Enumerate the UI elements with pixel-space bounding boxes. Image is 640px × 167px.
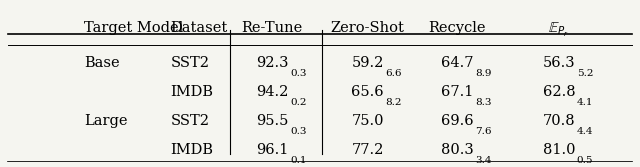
Text: Large: Large (84, 114, 128, 128)
Text: 0.1: 0.1 (290, 156, 307, 165)
Text: 4.1: 4.1 (577, 98, 593, 107)
Text: 6.6: 6.6 (386, 69, 402, 78)
Text: 0.5: 0.5 (577, 156, 593, 165)
Text: 8.9: 8.9 (475, 69, 492, 78)
Text: Zero-Shot: Zero-Shot (331, 21, 404, 35)
Text: IMDB: IMDB (170, 85, 213, 99)
Text: 65.6: 65.6 (351, 85, 384, 99)
Text: SST2: SST2 (170, 56, 209, 70)
Text: 3.4: 3.4 (475, 156, 492, 165)
Text: 7.6: 7.6 (475, 127, 492, 136)
Text: 96.1: 96.1 (256, 142, 289, 156)
Text: IMDB: IMDB (170, 142, 213, 156)
Text: 80.3: 80.3 (440, 142, 474, 156)
Text: 5.2: 5.2 (577, 69, 593, 78)
Text: 59.2: 59.2 (351, 56, 384, 70)
Text: 70.8: 70.8 (543, 114, 575, 128)
Text: $\mathbb{E}_{P_r}$: $\mathbb{E}_{P_r}$ (548, 21, 570, 39)
Text: 64.7: 64.7 (441, 56, 473, 70)
Text: 8.2: 8.2 (386, 98, 402, 107)
Text: 67.1: 67.1 (441, 85, 473, 99)
Text: Recycle: Recycle (428, 21, 486, 35)
Text: 92.3: 92.3 (256, 56, 289, 70)
Text: 95.5: 95.5 (256, 114, 289, 128)
Text: Re-Tune: Re-Tune (241, 21, 303, 35)
Text: 0.2: 0.2 (290, 98, 307, 107)
Text: Base: Base (84, 56, 120, 70)
Text: 62.8: 62.8 (543, 85, 575, 99)
Text: 56.3: 56.3 (543, 56, 575, 70)
Text: 77.2: 77.2 (351, 142, 384, 156)
Text: 69.6: 69.6 (441, 114, 474, 128)
Text: 4.4: 4.4 (577, 127, 593, 136)
Text: 75.0: 75.0 (351, 114, 384, 128)
Text: Target Model: Target Model (84, 21, 184, 35)
Text: 8.3: 8.3 (475, 98, 492, 107)
Text: 0.3: 0.3 (290, 69, 307, 78)
Text: Dataset: Dataset (170, 21, 227, 35)
Text: 94.2: 94.2 (256, 85, 289, 99)
Text: SST2: SST2 (170, 114, 209, 128)
Text: 81.0: 81.0 (543, 142, 575, 156)
Text: 0.3: 0.3 (290, 127, 307, 136)
